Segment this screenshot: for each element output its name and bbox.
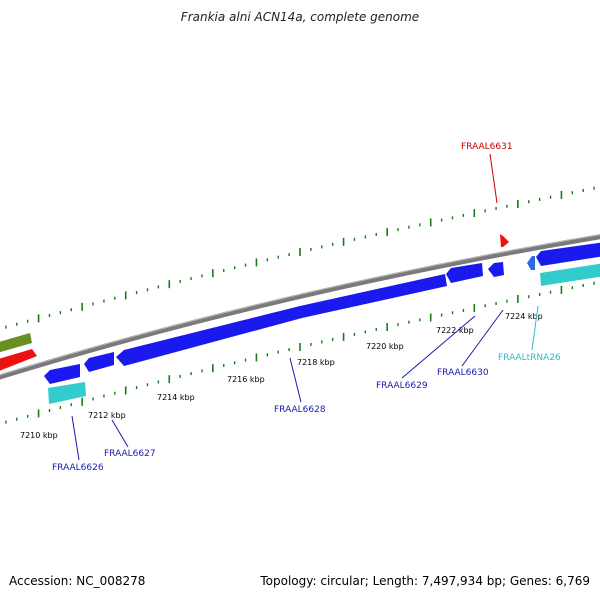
scale-label: 7224 kbp (505, 312, 543, 321)
gene-arrow-fraal6628[interactable] (116, 274, 447, 366)
scale-labels: 7210 kbp 7212 kbp 7214 kbp 7216 kbp 7218… (20, 312, 543, 440)
gene-label-fraal6626[interactable]: FRAAL6626 (52, 463, 104, 473)
gene-labels: FRAAL6626 FRAAL6627 FRAAL6628 FRAAL6629 … (52, 142, 561, 473)
gene-label-fraal6629[interactable]: FRAAL6629 (376, 381, 428, 391)
gene-label-fraaltrna26[interactable]: FRAALtRNA26 (498, 353, 561, 363)
gene-arrow-fraal6626[interactable] (44, 364, 80, 384)
gene-arrow-right-edge[interactable] (536, 242, 600, 266)
scale-label: 7216 kbp (227, 375, 265, 384)
leader-line-fraal6626 (71, 415, 80, 461)
scale-label: 7222 kbp (436, 326, 474, 335)
leader-line-fraal6630 (461, 309, 504, 367)
accession-text: Accession: NC_008278 (9, 574, 146, 588)
gene-label-fraal6630[interactable]: FRAAL6630 (437, 368, 489, 378)
gene-arrow-small-right[interactable] (527, 256, 535, 270)
leader-line-fraal6627 (111, 419, 129, 448)
gene-label-fraal6627[interactable]: FRAAL6627 (104, 449, 156, 459)
feature-trna-left[interactable] (48, 382, 86, 404)
gene-label-fraal6628[interactable]: FRAAL6628 (274, 405, 326, 415)
gene-arrow-fraal6631[interactable] (500, 234, 509, 247)
genome-backbone-highlight (0, 234, 600, 376)
gene-leader-lines (71, 153, 539, 461)
gene-arrow-fraal6627[interactable] (84, 352, 114, 372)
scale-label: 7210 kbp (20, 431, 58, 440)
leader-line-fraal6629 (401, 315, 476, 379)
gene-label-fraal6631[interactable]: FRAAL6631 (461, 142, 513, 152)
gene-arrow-fraal6629[interactable] (446, 263, 483, 283)
map-title: Frankia alni ACN14a, complete genome (180, 10, 420, 24)
inner-tick-track (5, 281, 595, 424)
genome-backbone (0, 234, 600, 380)
leader-line-fraaltrna26 (531, 305, 539, 351)
scale-label: 7212 kbp (88, 411, 126, 420)
gene-arrow-fraal6630[interactable] (488, 262, 504, 277)
scale-label: 7218 kbp (297, 358, 335, 367)
scale-label: 7214 kbp (157, 393, 195, 402)
leader-line-fraal6628 (289, 357, 302, 403)
feature-trna26[interactable] (540, 263, 600, 286)
leader-line-fraal6631 (489, 153, 498, 204)
scale-label: 7220 kbp (366, 342, 404, 351)
topology-text: Topology: circular; Length: 7,497,934 bp… (260, 574, 590, 588)
feature-olive-left[interactable] (0, 333, 32, 353)
feature-red-left[interactable] (0, 349, 37, 371)
outer-tick-track (5, 186, 595, 329)
